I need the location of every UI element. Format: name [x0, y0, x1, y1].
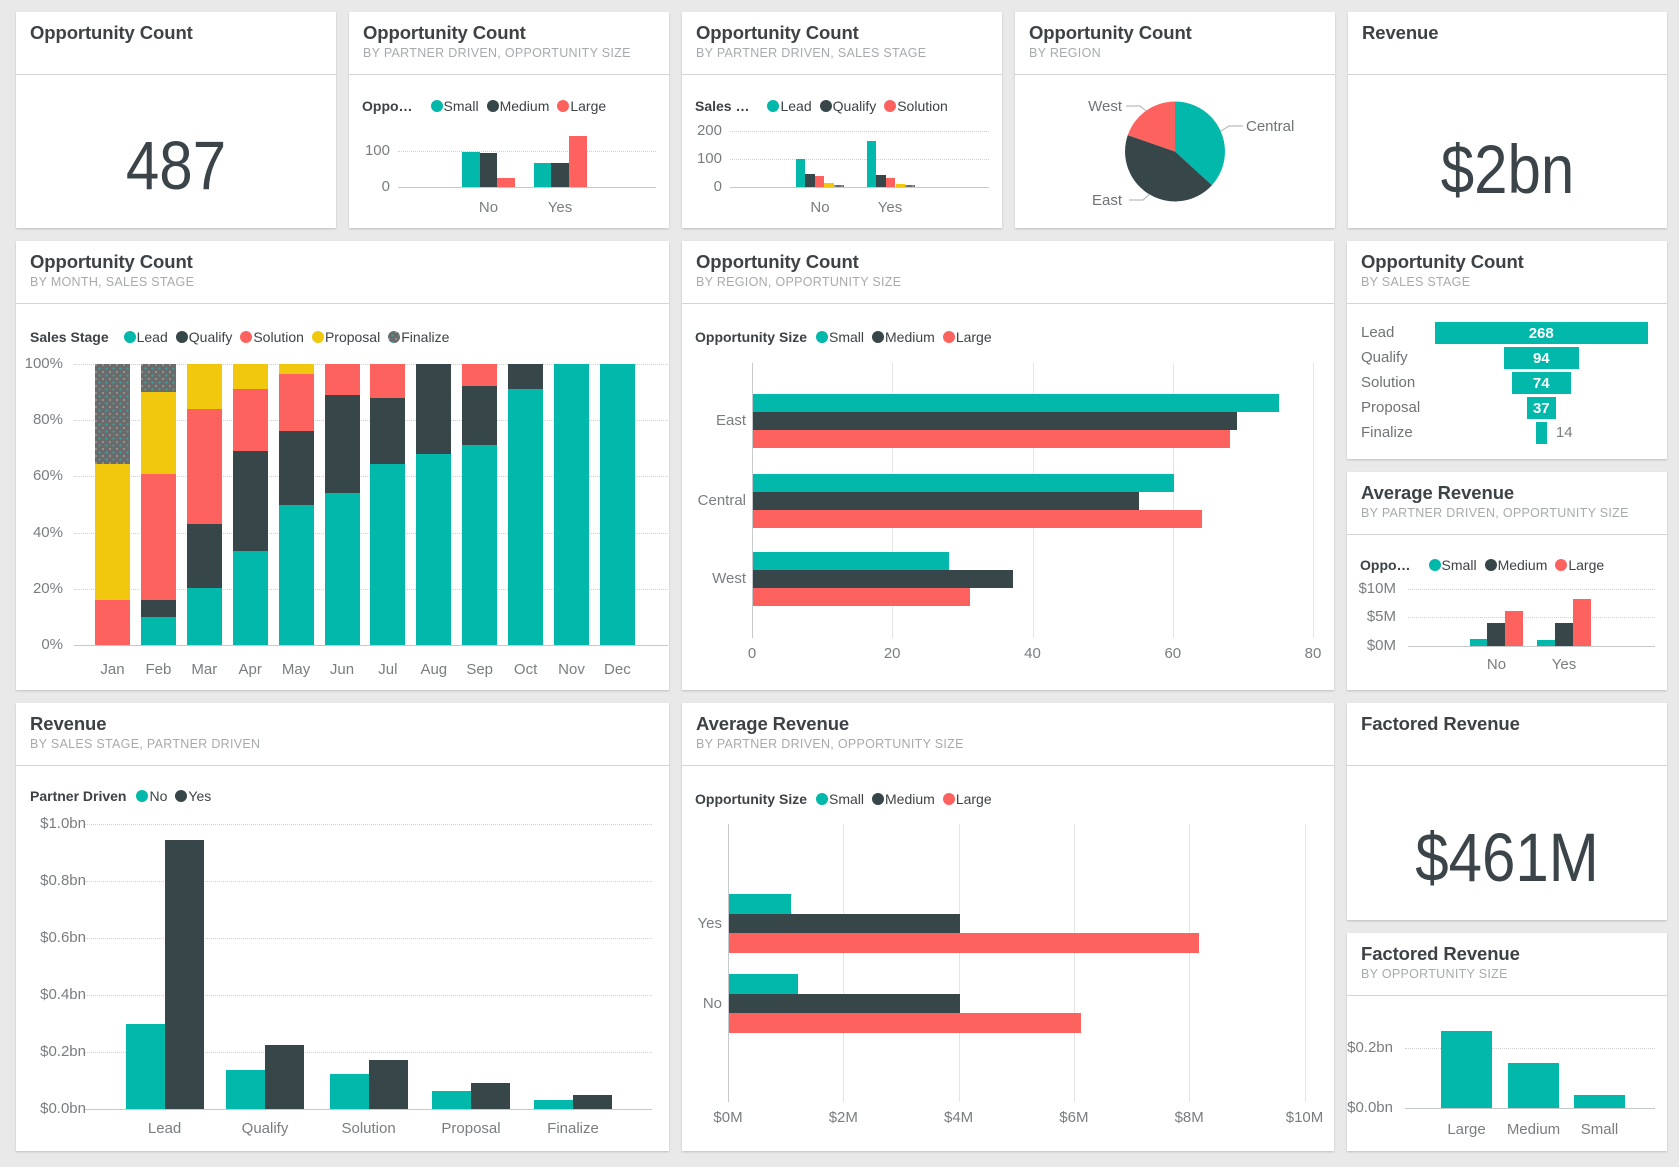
svg-text:West: West [1088, 98, 1123, 115]
svg-text:East: East [1092, 192, 1123, 209]
svg-text:Central: Central [1246, 118, 1294, 135]
